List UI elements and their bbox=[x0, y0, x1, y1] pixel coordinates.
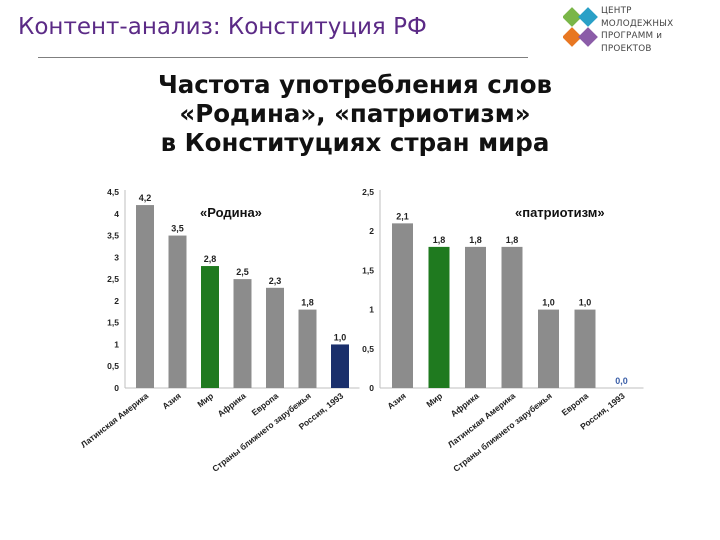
chart-headline: Частота употребления слов «Родина», «пат… bbox=[110, 70, 600, 157]
title-divider bbox=[38, 57, 528, 58]
data-label: 2,8 bbox=[204, 254, 217, 264]
bar bbox=[201, 266, 219, 388]
logo-text: ЦЕНТР МОЛОДЕЖНЫХ ПРОГРАММ и ПРОЕКТОВ bbox=[601, 5, 673, 55]
bar bbox=[501, 246, 523, 388]
y-tick-label: 1,5 bbox=[107, 318, 119, 328]
y-tick-label: 4 bbox=[114, 209, 119, 219]
category-label: Африка bbox=[216, 391, 248, 419]
logo-line: ПРОЕКТОВ bbox=[601, 43, 652, 54]
slide-title: Контент-анализ: Конституция РФ bbox=[18, 14, 427, 40]
category-label: Мир bbox=[424, 391, 444, 410]
data-label: 1,8 bbox=[469, 235, 482, 245]
y-tick-label: 3,5 bbox=[107, 231, 119, 241]
category-label: Латинская Америка bbox=[79, 391, 151, 450]
bar bbox=[392, 223, 413, 388]
center-logo: ЦЕНТР МОЛОДЕЖНЫХ ПРОГРАММ и ПРОЕКТОВ bbox=[563, 4, 713, 62]
y-tick-label: 1,5 bbox=[362, 265, 374, 275]
data-label: 2,3 bbox=[269, 276, 282, 286]
bar bbox=[136, 205, 154, 388]
y-tick-label: 4,5 bbox=[107, 187, 119, 197]
category-label: Европа bbox=[560, 391, 591, 418]
headline-line: Частота употребления слов bbox=[157, 70, 553, 99]
y-tick-label: 1 bbox=[369, 305, 374, 315]
bar bbox=[465, 246, 486, 388]
y-tick-label: 2 bbox=[369, 226, 374, 236]
bar bbox=[233, 279, 252, 388]
headline-line: «Родина», «патриотизм» bbox=[179, 99, 531, 128]
bar bbox=[266, 287, 284, 388]
headline-line: в Конституциях стран мира bbox=[160, 128, 550, 157]
logo-line: ПРОГРАММ и bbox=[601, 31, 663, 41]
y-tick-label: 2,5 bbox=[107, 274, 119, 284]
data-label: 3,5 bbox=[171, 224, 184, 234]
logo-line: ЦЕНТР bbox=[601, 6, 632, 16]
chart-1-title: «Родина» bbox=[200, 205, 262, 220]
bar bbox=[331, 344, 349, 388]
category-label: Азия bbox=[385, 391, 407, 412]
category-label: Азия bbox=[160, 391, 182, 412]
y-tick-label: 0 bbox=[114, 383, 119, 393]
data-label: 1,8 bbox=[301, 298, 314, 308]
bar bbox=[168, 235, 187, 388]
bar bbox=[574, 309, 596, 388]
y-tick-label: 2 bbox=[114, 296, 119, 306]
data-label: 2,1 bbox=[396, 211, 409, 221]
data-label: 1,0 bbox=[334, 332, 347, 342]
chart-2-title: «патриотизм» bbox=[515, 205, 605, 220]
bar bbox=[428, 246, 450, 388]
category-label: Мир bbox=[195, 391, 215, 410]
data-label: 4,2 bbox=[139, 193, 152, 203]
y-tick-label: 2,5 bbox=[362, 187, 374, 197]
y-tick-label: 0,5 bbox=[362, 344, 374, 354]
y-tick-label: 0 bbox=[369, 383, 374, 393]
y-tick-label: 1 bbox=[114, 339, 119, 349]
data-label: 1,0 bbox=[542, 298, 555, 308]
data-label: 1,8 bbox=[506, 235, 519, 245]
data-label: 0,0 bbox=[615, 376, 628, 386]
bar bbox=[538, 309, 559, 388]
data-label: 1,8 bbox=[433, 235, 446, 245]
bar bbox=[298, 309, 317, 388]
y-tick-label: 0,5 bbox=[107, 361, 119, 371]
data-label: 1,0 bbox=[579, 298, 592, 308]
data-label: 2,5 bbox=[236, 267, 249, 277]
category-label: Африка bbox=[449, 391, 481, 419]
logo-line: МОЛОДЕЖНЫХ bbox=[601, 18, 674, 29]
logo-emblem-icon bbox=[563, 7, 598, 47]
category-label: Латинская Америка bbox=[446, 391, 518, 450]
y-tick-label: 3 bbox=[114, 252, 119, 262]
